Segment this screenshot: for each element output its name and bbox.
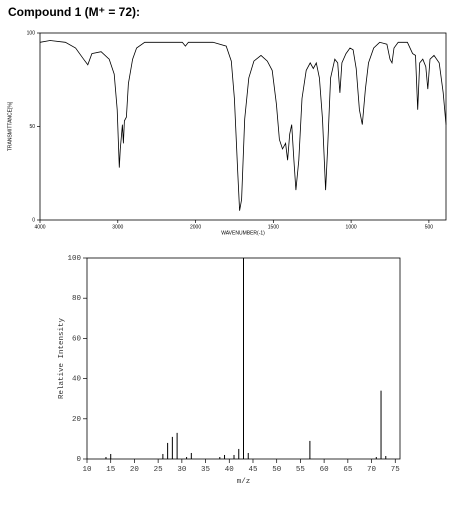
x-axis-label: WAVENUMBER(-1) — [221, 230, 265, 236]
y-tick-label: 100 — [67, 255, 81, 263]
y-tick-label: 40 — [72, 376, 82, 384]
x-tick-label: 75 — [391, 466, 401, 474]
y-tick-label: 20 — [72, 416, 82, 424]
x-tick-label: 3000 — [112, 224, 123, 230]
x-tick-label: 60 — [320, 466, 330, 474]
ir-chart: 4000 3000 2000 1500 1000 500 0 50 100 WAVENUMBER(… — [7, 30, 447, 236]
x-tick-label: 50 — [272, 466, 282, 474]
y-axis-label: Relative Intensity — [58, 317, 66, 399]
x-tick-label: 35 — [201, 466, 211, 474]
plot-frame — [39, 32, 447, 221]
x-tick-label: 40 — [225, 466, 235, 474]
x-tick-label: 30 — [177, 466, 187, 474]
page-title: Compound 1 (M⁺ = 72): — [8, 5, 140, 19]
x-tick-label: 1000 — [346, 224, 357, 230]
y-tick-label: 0 — [32, 217, 35, 223]
y-axis-label: TRANSMITTANCE[%] — [7, 101, 13, 151]
x-tick-label: 4000 — [34, 224, 45, 230]
ms-chart: 10 15 20 25 30 35 40 45 50 55 60 65 70 75 0 20 40 60 80 100… — [58, 255, 401, 486]
x-tick-label: 55 — [296, 466, 306, 474]
x-tick-label: 500 — [425, 224, 434, 230]
x-tick-label: 2000 — [190, 224, 201, 230]
x-tick-label: 1500 — [268, 224, 279, 230]
y-tick-label: 80 — [72, 295, 82, 303]
x-tick-label: 70 — [367, 466, 377, 474]
x-tick-label: 25 — [154, 466, 164, 474]
x-tick-label: 15 — [106, 466, 116, 474]
y-tick-label: 100 — [27, 30, 36, 36]
x-axis-label: m/z — [237, 478, 251, 486]
x-tick-label: 45 — [248, 466, 258, 474]
x-tick-label: 65 — [343, 466, 353, 474]
spectrum-line — [39, 40, 447, 211]
y-tick-label: 0 — [76, 456, 81, 464]
x-tick-label: 10 — [82, 466, 92, 474]
y-tick-label: 60 — [72, 335, 82, 343]
x-tick-label: 20 — [130, 466, 140, 474]
y-tick-label: 50 — [29, 124, 35, 130]
